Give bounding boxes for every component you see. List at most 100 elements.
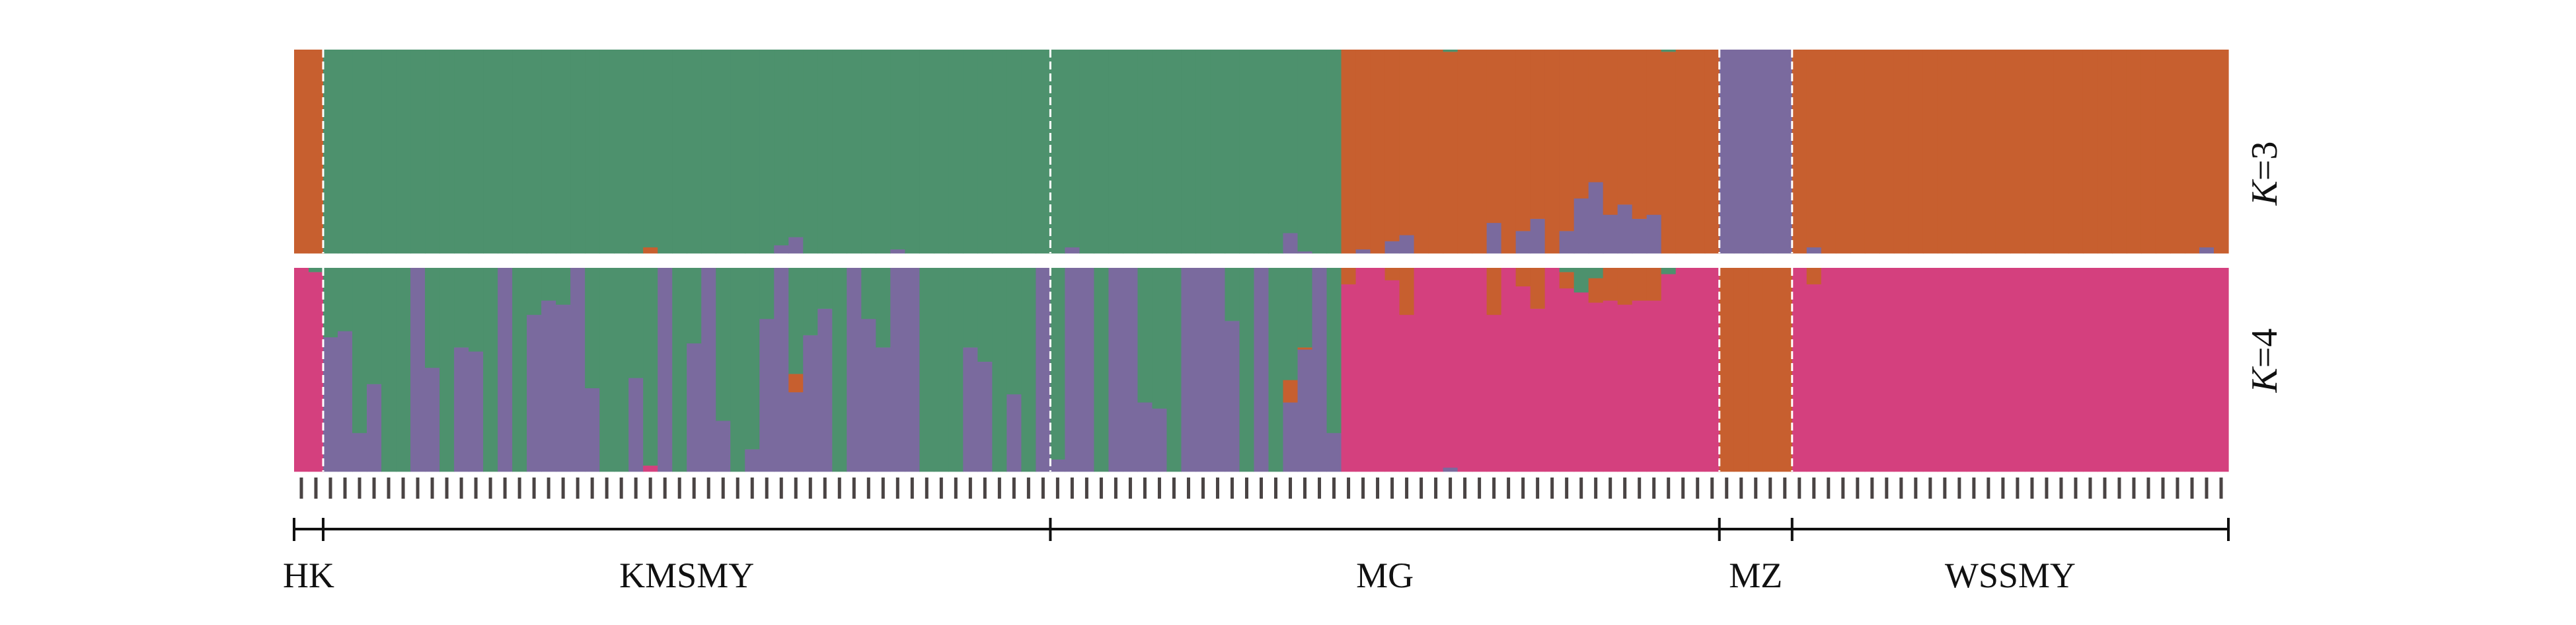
bar-segment-k3-orange — [1573, 50, 1589, 199]
bar-segment-k4-orange — [1297, 347, 1313, 350]
individual-label — [2219, 478, 2223, 499]
individual-label — [910, 478, 914, 499]
bar-segment-k3-orange — [309, 50, 324, 254]
bar-segment-k4-purple — [658, 268, 673, 472]
bar-segment-k3-green — [338, 50, 353, 254]
bar-segment-k3-green — [687, 50, 702, 254]
bar-segment-k4-green — [1268, 268, 1284, 472]
bar-segment-k3-green — [599, 50, 615, 254]
individual-label — [939, 478, 943, 499]
individual-label — [1521, 478, 1525, 499]
bar-segment-k3-orange — [1544, 50, 1560, 254]
individual-label — [706, 478, 710, 499]
bar-segment-k3-green — [876, 50, 891, 254]
bar-segment-k4-pink — [1457, 268, 1473, 472]
bar-segment-k4-purple — [570, 268, 586, 472]
bar-segment-k4-pink — [2010, 268, 2026, 472]
bar-segment-k4-orange — [1806, 268, 1822, 284]
bar-segment-k3-green — [541, 50, 556, 254]
bar-segment-k3-green — [527, 50, 542, 254]
bar-segment-k3-purple — [1588, 182, 1604, 254]
bar-segment-k3-green — [1297, 50, 1313, 252]
individual-label — [328, 478, 332, 499]
individual-label — [2117, 478, 2121, 499]
individual-label — [823, 478, 827, 499]
bar-segment-k4-green — [1283, 268, 1299, 380]
bar-segment-k4-pink — [1486, 314, 1502, 472]
bar-segment-k3-green — [1283, 50, 1299, 233]
bar-segment-k3-purple — [1719, 50, 1735, 254]
bar-segment-k3-orange — [1937, 50, 1953, 254]
bar-segment-k3-purple — [788, 237, 804, 254]
bar-segment-k3-orange — [1908, 50, 1924, 254]
bar-segment-k3-green — [498, 50, 513, 254]
bar-segment-k4-pink — [1893, 268, 1909, 472]
bar-segment-k4-green — [992, 268, 1007, 472]
individual-label — [1041, 478, 1045, 499]
bar-segment-k4-purple — [469, 351, 484, 472]
bar-segment-k3-orange — [1603, 50, 1618, 215]
individual-label — [590, 478, 594, 499]
bar-segment-k4-pink — [309, 272, 324, 472]
individual-label — [2103, 478, 2107, 499]
bar-segment-k4-purple — [963, 347, 978, 472]
bar-segment-k4-purple — [498, 268, 513, 472]
bar-segment-k3-orange — [1486, 50, 1502, 224]
bar-segment-k4-green — [687, 268, 702, 344]
bar-segment-k3-orange — [2126, 50, 2142, 254]
bar-segment-k4-green — [396, 268, 411, 472]
bar-segment-k4-green — [338, 268, 353, 331]
individual-label — [1274, 478, 1278, 499]
bar-segment-k4-pink — [2170, 268, 2185, 472]
individual-label — [648, 478, 652, 499]
bar-segment-k4-green — [323, 268, 338, 338]
individual-label — [1172, 478, 1176, 499]
bar-segment-k4-green — [1021, 268, 1036, 472]
individual-label — [1026, 478, 1030, 499]
bar-segment-k4-green — [585, 268, 600, 389]
bar-segment-k3-orange — [1806, 50, 1822, 248]
bar-segment-k3-orange — [1370, 50, 1386, 254]
bar-segment-k4-green — [745, 268, 760, 450]
bar-segment-k4-green — [1588, 268, 1604, 278]
individual-label — [765, 478, 769, 499]
population-label: KMSMY — [619, 556, 754, 595]
individual-label — [1186, 478, 1190, 499]
individual-label — [1914, 478, 1918, 499]
bar-segment-k4-pink — [1951, 268, 1967, 472]
bar-segment-k3-green — [556, 50, 571, 254]
bar-segment-k4-pink — [2053, 268, 2069, 472]
bar-segment-k4-purple — [1312, 268, 1328, 472]
individual-label — [1856, 478, 1860, 499]
individual-label — [1303, 478, 1307, 499]
bar-segment-k3-orange — [1632, 50, 1648, 219]
bar-segment-k3-green — [905, 50, 920, 254]
bar-segment-k3-green — [425, 50, 440, 254]
individual-label — [1609, 478, 1612, 499]
bar-segment-k4-purple — [628, 378, 644, 472]
bar-segment-k4-purple — [338, 331, 353, 472]
bar-segment-k4-green — [469, 268, 484, 352]
bar-segment-k4-green — [367, 268, 382, 384]
bar-segment-k4-purple — [1210, 268, 1226, 472]
bar-segment-k3-purple — [1603, 214, 1618, 254]
bar-segment-k3-green — [716, 50, 731, 254]
bar-segment-k4-pink — [1370, 268, 1386, 472]
population-label: HK — [283, 556, 334, 595]
bar-segment-k4-pink — [2140, 268, 2156, 472]
individual-label — [387, 478, 391, 499]
bar-segment-k3-orange — [1414, 50, 1429, 254]
population-bracket-axis — [293, 518, 2230, 541]
individual-label — [895, 478, 899, 499]
bar-segment-k3-orange — [2199, 50, 2215, 248]
individual-label — [794, 478, 798, 499]
bar-segment-k3-orange — [1646, 50, 1662, 215]
bar-segment-k4-green — [861, 268, 876, 319]
bar-segment-k4-orange — [1777, 268, 1793, 472]
bar-segment-k4-green — [483, 268, 498, 472]
bar-segment-k4-orange — [788, 374, 804, 393]
bar-segment-k4-pink — [1515, 286, 1531, 472]
bar-segment-k3-purple — [1065, 247, 1080, 254]
bar-segment-k3-purple — [1748, 50, 1764, 254]
bar-segment-k3-orange — [2213, 50, 2229, 254]
